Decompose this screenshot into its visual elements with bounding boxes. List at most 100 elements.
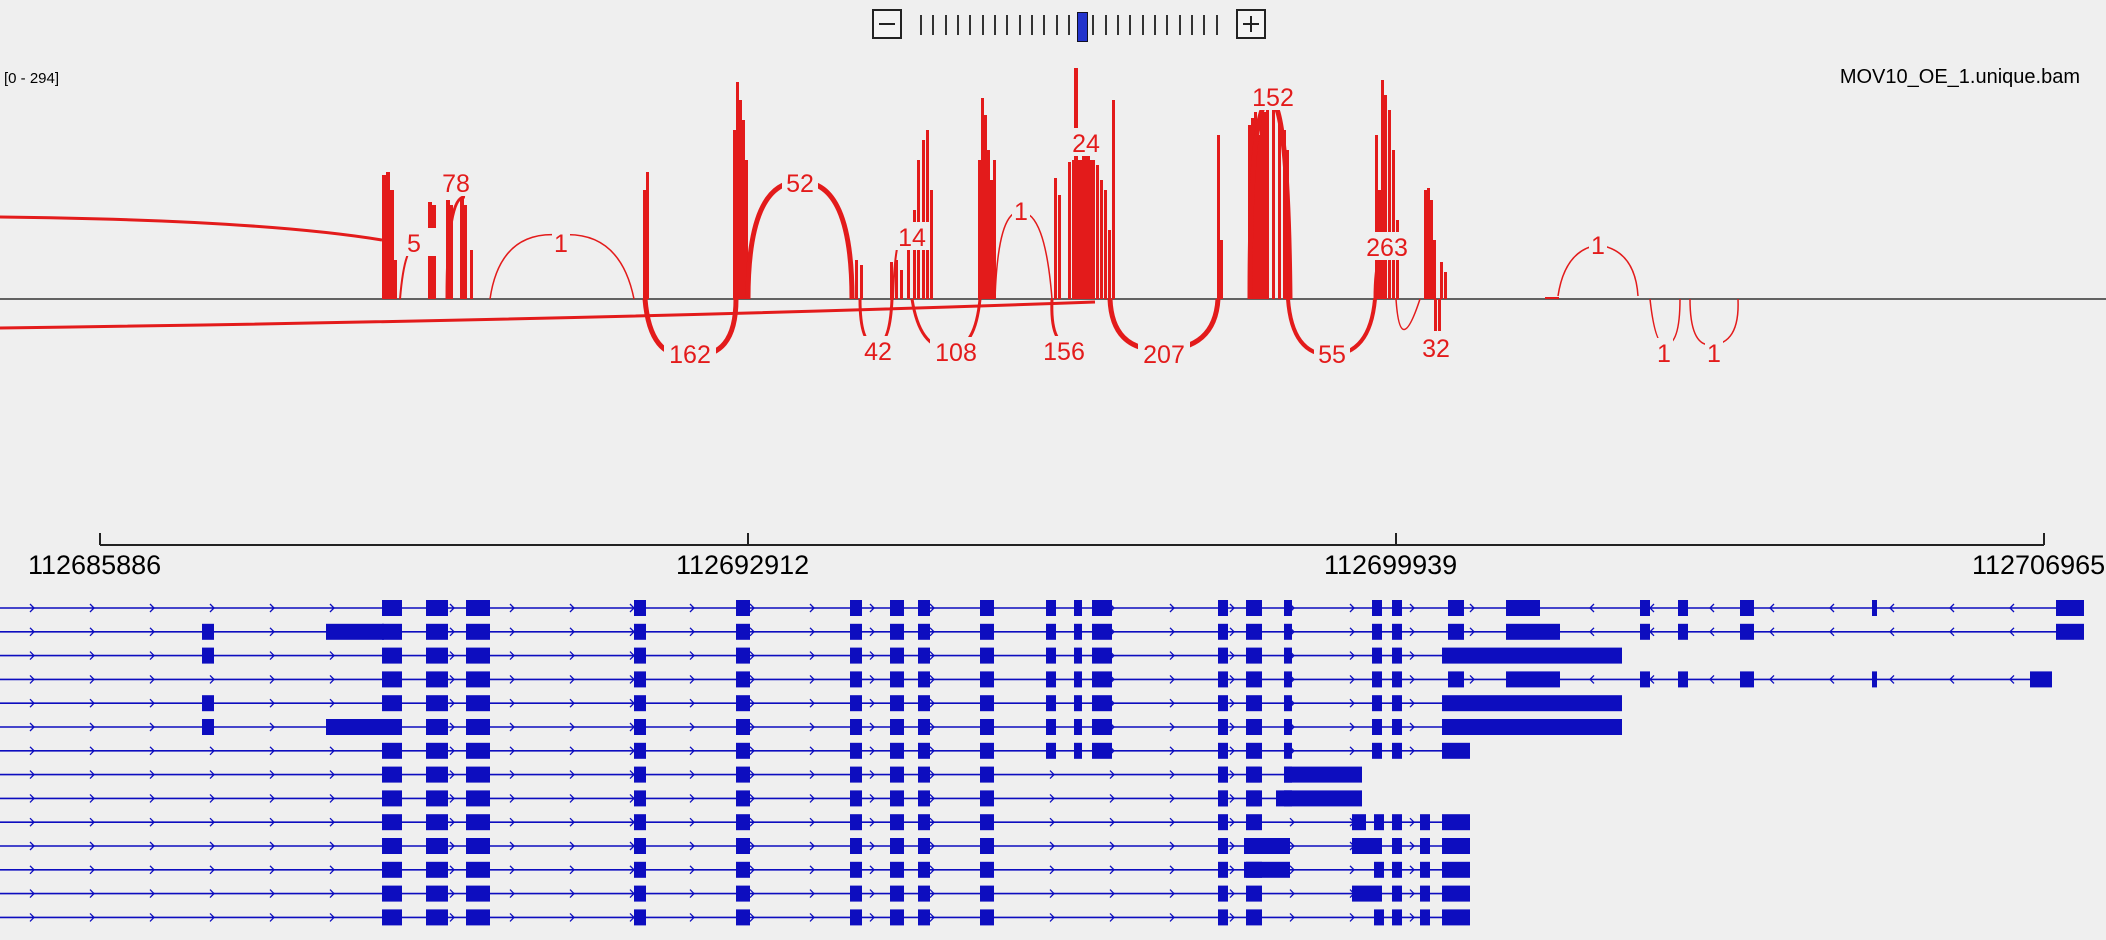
transcript-row[interactable] xyxy=(0,838,1470,854)
exon-block xyxy=(850,885,862,902)
junction-label: 1 xyxy=(1657,340,1671,368)
strand-arrow xyxy=(1049,817,1055,827)
exon-block xyxy=(1374,861,1384,878)
strand-arrow xyxy=(1469,627,1475,637)
strand-arrow xyxy=(1229,698,1235,708)
zoom-out-button[interactable] xyxy=(872,9,902,39)
transcript-row[interactable] xyxy=(0,909,1470,926)
strand-arrow xyxy=(2009,627,2015,637)
exon-block xyxy=(1284,623,1292,640)
strand-arrow xyxy=(29,889,35,899)
exon-block xyxy=(1442,885,1470,902)
exon-block xyxy=(918,766,930,783)
exon-block xyxy=(634,861,646,878)
strand-arrow xyxy=(209,841,215,851)
zoom-widget[interactable] xyxy=(868,6,1274,44)
strand-arrow xyxy=(509,627,515,637)
zoom-slider-thumb[interactable] xyxy=(1077,12,1089,42)
strand-arrow xyxy=(1289,912,1295,922)
transcript-row[interactable] xyxy=(0,861,1470,878)
transcript-row[interactable] xyxy=(0,885,1470,902)
strand-arrow xyxy=(2009,674,2015,684)
exon-block xyxy=(466,742,490,759)
transcript-row[interactable] xyxy=(0,719,1622,735)
strand-arrow xyxy=(89,603,95,613)
exon-block xyxy=(634,719,646,735)
transcript-row[interactable] xyxy=(0,790,1362,807)
transcript-row[interactable] xyxy=(0,600,2084,616)
strand-arrow xyxy=(449,841,455,851)
strand-arrow xyxy=(329,841,335,851)
exon-block xyxy=(1420,861,1430,878)
strand-arrow xyxy=(689,770,695,780)
track-name-label[interactable]: MOV10_OE_1.unique.bam xyxy=(1839,66,2080,88)
exon-block xyxy=(1374,909,1384,926)
strand-arrow xyxy=(1349,698,1355,708)
exon-block xyxy=(1218,814,1228,831)
exon-block xyxy=(918,623,930,640)
exon-block xyxy=(1046,742,1056,759)
exon-block xyxy=(1092,742,1112,759)
sashimi-plot[interactable]: 5 78 1 52 14 1 24 152 263 1 162 42 108 1… xyxy=(0,0,2106,520)
strand-arrow xyxy=(1169,770,1175,780)
exon-block xyxy=(850,600,862,616)
strand-arrow xyxy=(749,889,755,899)
strand-arrow xyxy=(869,889,875,899)
transcript-row[interactable] xyxy=(0,766,1362,783)
strand-arrow xyxy=(1169,841,1175,851)
exon-block xyxy=(918,671,930,688)
junction-label: 5 xyxy=(407,230,421,258)
strand-arrow xyxy=(449,865,455,875)
strand-arrow xyxy=(449,674,455,684)
strand-arrow xyxy=(749,912,755,922)
zoom-slider-tick xyxy=(1166,15,1169,35)
strand-arrow xyxy=(1229,793,1235,803)
strand-arrow xyxy=(29,674,35,684)
exon-block xyxy=(466,647,490,664)
strand-arrow xyxy=(929,603,935,613)
strand-arrow xyxy=(1109,865,1115,875)
exon-block xyxy=(466,671,490,688)
exon-block xyxy=(1392,814,1402,831)
strand-arrow xyxy=(1409,841,1415,851)
transcript-row[interactable] xyxy=(0,742,1470,759)
strand-arrow xyxy=(809,746,815,756)
exon-block xyxy=(980,861,994,878)
exon-block xyxy=(1046,671,1056,688)
zoom-in-button[interactable] xyxy=(1236,9,1266,39)
zoom-slider[interactable] xyxy=(916,12,1224,42)
strand-arrow xyxy=(1049,793,1055,803)
exon-block xyxy=(1092,719,1112,735)
strand-arrow xyxy=(1349,674,1355,684)
transcript-row[interactable] xyxy=(0,623,2084,640)
strand-arrow xyxy=(1109,770,1115,780)
exon-block xyxy=(326,623,384,640)
strand-arrow xyxy=(149,889,155,899)
exon-block xyxy=(1284,695,1292,712)
exon-block xyxy=(634,766,646,783)
zoom-slider-tick xyxy=(1141,15,1144,35)
exon-block xyxy=(1284,766,1362,783)
junction-label: 78 xyxy=(442,170,470,198)
coordinate-ruler[interactable] xyxy=(0,520,2106,550)
exon-block xyxy=(890,885,904,902)
strand-arrow xyxy=(1289,817,1295,827)
strand-arrow xyxy=(329,793,335,803)
transcript-row[interactable] xyxy=(0,695,1622,712)
strand-arrow xyxy=(509,865,515,875)
transcript-row[interactable] xyxy=(0,814,1470,831)
strand-arrow xyxy=(1409,627,1415,637)
strand-arrow xyxy=(1229,603,1235,613)
strand-arrow xyxy=(89,817,95,827)
exon-block xyxy=(850,742,862,759)
exon-block xyxy=(426,766,448,783)
exon-block xyxy=(1640,600,1650,616)
transcript-row[interactable] xyxy=(0,671,2052,688)
exon-block xyxy=(1246,909,1262,926)
exon-block xyxy=(382,790,402,807)
junction-label: 52 xyxy=(786,170,814,198)
exon-block xyxy=(1442,838,1470,854)
junction-count-labels: 5 78 1 52 14 1 24 152 263 1 162 42 108 1… xyxy=(398,82,1723,369)
transcript-row[interactable] xyxy=(0,647,1622,664)
